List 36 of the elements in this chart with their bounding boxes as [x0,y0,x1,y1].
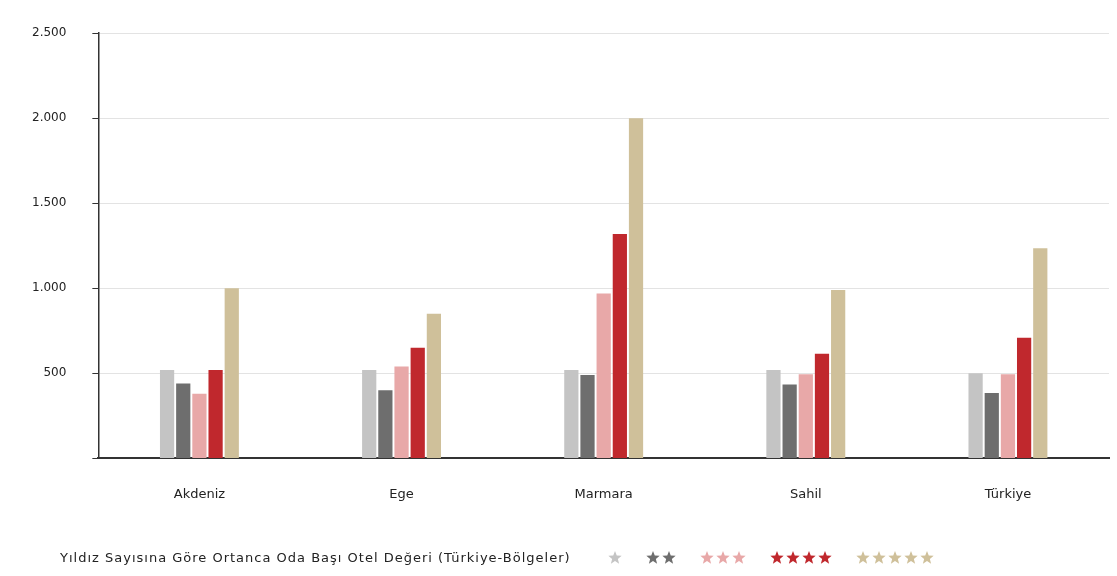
bar [208,369,223,458]
bar [192,393,207,458]
bar [612,233,627,458]
bar [362,369,377,458]
x-tick-label: Ege [389,485,414,501]
bar [1033,248,1048,458]
bar [410,347,425,458]
x-tick-label: Akdeniz [173,485,226,501]
bar [580,375,595,458]
bar [798,374,813,458]
bar [564,369,579,458]
bar [596,293,611,458]
x-tick-label: Sahil [789,485,822,501]
y-tick-label: 2.000 [31,110,67,125]
bar [1016,337,1032,458]
bar [176,383,191,458]
y-tick-label: 2.500 [31,25,67,40]
bar [766,369,781,458]
bar [628,118,644,458]
x-tick-label: Marmara [574,485,633,501]
bar [1000,374,1016,458]
bar [426,313,441,458]
bar [831,290,846,458]
y-tick-label: 1.500 [31,195,67,210]
bar [378,390,393,458]
x-tick-label: Türkiye [983,485,1032,501]
y-tick-label: 500 [43,365,67,380]
text: Yıldız Sayısına Göre Ortanca Oda Başı Otel Değeri (Türkiye-Bölgeler) [60,550,571,565]
bar [968,373,983,458]
bar [984,392,999,458]
bar [814,353,830,458]
bar [394,366,409,458]
bar [782,384,797,458]
y-tick-label: 1.000 [31,280,67,295]
bar [159,369,175,458]
bar [224,288,239,458]
